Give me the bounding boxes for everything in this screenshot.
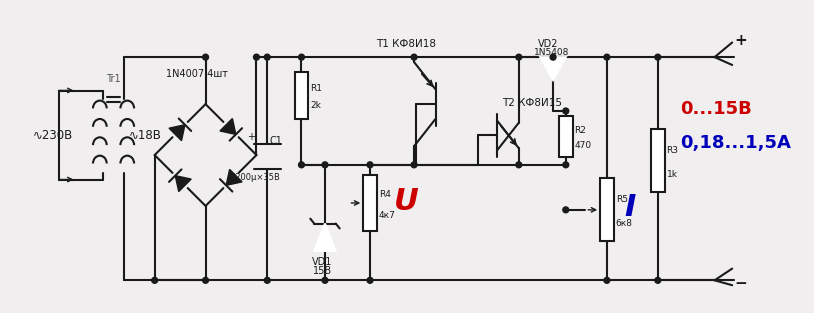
Text: U: U bbox=[393, 187, 418, 216]
Circle shape bbox=[654, 277, 661, 283]
Text: C1: C1 bbox=[269, 136, 282, 146]
Text: R3: R3 bbox=[667, 146, 679, 155]
Text: T2 КФ8И15: T2 КФ8И15 bbox=[502, 98, 562, 108]
Circle shape bbox=[151, 277, 158, 283]
Text: 4к7: 4к7 bbox=[379, 211, 396, 220]
Text: 1k: 1k bbox=[667, 170, 677, 179]
Text: ∿18В: ∿18В bbox=[129, 130, 162, 142]
Circle shape bbox=[367, 277, 373, 283]
Polygon shape bbox=[220, 119, 236, 134]
Text: T1 КФ8И18: T1 КФ8И18 bbox=[376, 39, 436, 49]
Text: +: + bbox=[247, 132, 256, 142]
Text: 15В: 15В bbox=[313, 266, 331, 276]
Bar bbox=[559, 116, 572, 157]
Circle shape bbox=[516, 54, 522, 60]
Text: 1N4007 4шт: 1N4007 4шт bbox=[166, 69, 229, 79]
Circle shape bbox=[550, 54, 556, 60]
Text: 2k: 2k bbox=[310, 101, 322, 110]
Text: 470: 470 bbox=[575, 141, 592, 150]
Text: −: − bbox=[734, 276, 747, 291]
Circle shape bbox=[604, 277, 610, 283]
Text: I: I bbox=[624, 193, 636, 223]
Polygon shape bbox=[540, 57, 566, 80]
Text: Tr1: Tr1 bbox=[107, 74, 120, 84]
Text: 1N5408: 1N5408 bbox=[533, 48, 569, 57]
Text: 0...15В: 0...15В bbox=[681, 100, 752, 118]
Circle shape bbox=[265, 54, 270, 60]
Circle shape bbox=[299, 162, 304, 168]
Text: R2: R2 bbox=[575, 126, 586, 135]
Text: 2200μ×35В: 2200μ×35В bbox=[230, 173, 280, 182]
Circle shape bbox=[322, 277, 328, 283]
Bar bbox=[363, 175, 377, 231]
Circle shape bbox=[562, 162, 569, 168]
Circle shape bbox=[562, 207, 569, 213]
Circle shape bbox=[411, 162, 417, 168]
Circle shape bbox=[604, 54, 610, 60]
Circle shape bbox=[654, 54, 661, 60]
Polygon shape bbox=[314, 223, 335, 251]
Polygon shape bbox=[169, 125, 185, 141]
Bar bbox=[295, 72, 309, 119]
Bar bbox=[600, 177, 614, 241]
Text: +: + bbox=[734, 33, 747, 49]
Circle shape bbox=[299, 54, 304, 60]
Text: ∿230В: ∿230В bbox=[33, 130, 72, 142]
Text: R4: R4 bbox=[379, 190, 391, 199]
Text: R5: R5 bbox=[615, 195, 628, 204]
Circle shape bbox=[562, 108, 569, 114]
Text: 6к8: 6к8 bbox=[615, 219, 632, 228]
Circle shape bbox=[203, 54, 208, 60]
Circle shape bbox=[322, 162, 328, 168]
Text: VD1: VD1 bbox=[312, 257, 332, 267]
Circle shape bbox=[253, 54, 260, 60]
Bar bbox=[651, 129, 665, 192]
Polygon shape bbox=[175, 176, 191, 192]
Text: 0,18...1,5A: 0,18...1,5A bbox=[681, 134, 791, 152]
Circle shape bbox=[203, 277, 208, 283]
Polygon shape bbox=[226, 169, 242, 185]
Circle shape bbox=[516, 162, 522, 168]
Circle shape bbox=[265, 277, 270, 283]
Text: R1: R1 bbox=[310, 84, 322, 93]
Circle shape bbox=[367, 162, 373, 168]
Circle shape bbox=[411, 54, 417, 60]
Text: VD2: VD2 bbox=[538, 39, 559, 49]
